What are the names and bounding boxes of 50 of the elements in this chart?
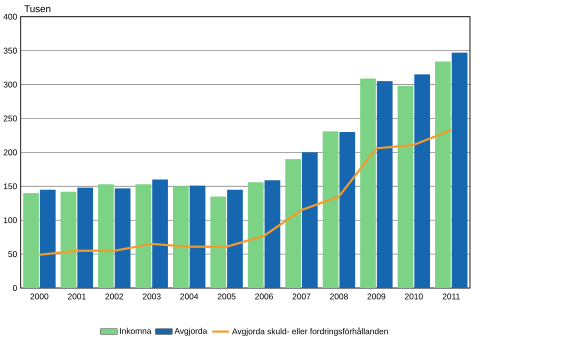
- x-tick-label: 2006: [255, 294, 273, 300]
- legend-label: Avgjorda: [174, 328, 208, 336]
- x-tick-label: 2009: [367, 294, 386, 300]
- bar: [77, 188, 94, 288]
- x-tick-label: 2001: [68, 294, 86, 300]
- bar: [136, 184, 152, 288]
- legend-label: Avgjorda skuld- eller fordringsförhållanden: [232, 328, 388, 336]
- bar: [248, 182, 264, 288]
- y-tick-label: 0: [12, 285, 17, 292]
- bar: [414, 74, 430, 288]
- bar: [152, 180, 168, 288]
- x-tick-label: 2007: [292, 294, 310, 300]
- y-tick-label: 150: [4, 184, 17, 190]
- x-tick-label: 2003: [142, 294, 161, 300]
- bar: [172, 186, 189, 288]
- y-tick-label: 400: [3, 14, 17, 20]
- y-tick-label: 300: [4, 82, 17, 88]
- x-tick-label: 2000: [30, 294, 48, 300]
- bar: [98, 184, 114, 288]
- bar: [360, 78, 376, 288]
- bar: [264, 180, 280, 288]
- x-tick-label: 2004: [180, 294, 198, 300]
- x-tick-label: 2011: [442, 294, 460, 300]
- bar: [285, 159, 301, 288]
- bar: [398, 86, 414, 288]
- bar: [302, 152, 318, 288]
- bar: [114, 188, 131, 288]
- bar: [23, 193, 39, 288]
- bar: [452, 52, 468, 288]
- x-tick-label: 2005: [218, 294, 236, 300]
- bar: [40, 190, 56, 288]
- bar: [435, 62, 451, 288]
- bar: [339, 132, 356, 288]
- bar: [210, 196, 226, 288]
- y-axis-title: Tusen: [24, 6, 50, 12]
- bar: [322, 132, 338, 288]
- line-series: [38, 129, 452, 256]
- x-tick-label: 2008: [330, 294, 348, 300]
- bar: [227, 190, 243, 288]
- bar: [376, 81, 393, 288]
- bar: [60, 192, 76, 288]
- y-tick-label: 250: [4, 116, 17, 122]
- y-tick-label: 50: [8, 251, 17, 258]
- y-tick-label: 200: [4, 150, 17, 156]
- x-tick-label: 2002: [105, 294, 124, 300]
- legend-label: Inkomna: [120, 328, 152, 334]
- y-tick-label: 100: [4, 217, 17, 224]
- bar: [190, 186, 206, 288]
- y-tick-label: 350: [4, 48, 17, 54]
- x-tick-label: 2010: [404, 294, 423, 300]
